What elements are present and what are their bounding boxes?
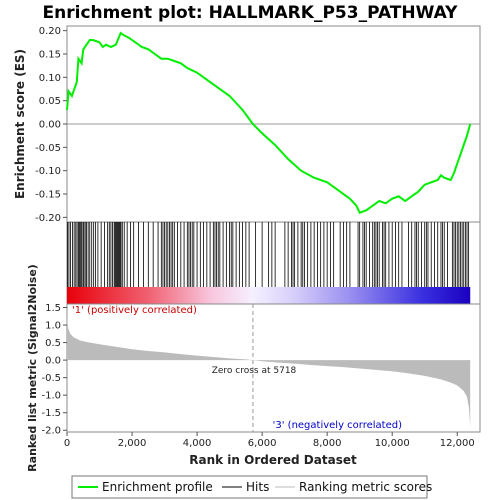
- es-y-tick-label: -0.15: [35, 190, 61, 201]
- ranking-color-bar: [67, 287, 471, 304]
- x-tick-label: 4,000: [183, 438, 212, 449]
- negative-annotation: '3' (negatively correlated): [273, 420, 402, 431]
- metric-y-tick-label: -2.0: [41, 426, 61, 437]
- legend-label-ranking-metric: Ranking metric scores: [299, 480, 432, 494]
- metric-y-tick-label: -1.0: [41, 391, 61, 402]
- es-y-tick-label: 0.15: [39, 50, 61, 61]
- metric-y-tick-label: 0.0: [45, 356, 61, 367]
- legend-label-enrichment-profile: Enrichment profile: [102, 480, 213, 494]
- es-y-tick-label: -0.20: [35, 213, 61, 224]
- metric-y-tick-label: -0.5: [41, 373, 61, 384]
- x-tick-label: 8,000: [313, 438, 342, 449]
- x-axis-ticks: 0 2,000 4,000 6,000 8,000 10,000 12,000: [64, 432, 475, 449]
- metric-y-tick-label: -1.5: [41, 408, 61, 419]
- es-y-tick-label: -0.05: [35, 143, 61, 154]
- x-tick-label: 10,000: [375, 438, 410, 449]
- hits-panel: [66, 221, 481, 305]
- metric-y-ticks: 1.5 1.0 0.5 0.0 -0.5 -1.0 -1.5 -2.0: [41, 303, 67, 437]
- x-tick-label: 6,000: [248, 438, 277, 449]
- x-tick-label: 12,000: [440, 438, 475, 449]
- metric-y-tick-label: 0.5: [45, 338, 61, 349]
- legend: Enrichment profile Hits Ranking metric s…: [71, 475, 432, 499]
- hit-marks: [67, 222, 470, 287]
- x-axis-label: Rank in Ordered Dataset: [189, 453, 357, 467]
- zero-cross-annotation: Zero cross at 5718: [212, 366, 297, 376]
- es-y-tick-label: 0.10: [39, 73, 61, 84]
- es-y-ticks: 0.20 0.15 0.10 0.05 0.00 -0.05 -0.10 -0.15 -0.20: [35, 26, 67, 224]
- x-tick-label: 0: [64, 438, 70, 449]
- legend-box: [71, 475, 428, 499]
- ranking-metric-area: [67, 306, 471, 427]
- positive-annotation: '1' (positively correlated): [72, 305, 197, 316]
- es-y-tick-label: 0.20: [39, 26, 61, 37]
- es-panel: 0.20 0.15 0.10 0.05 0.00 -0.05 -0.10 -0.15 -0.20…: [13, 25, 481, 224]
- es-y-tick-label: 0.05: [39, 96, 61, 107]
- metric-y-axis-label: Ranked list metric (Signal2Noise): [26, 264, 39, 472]
- es-y-tick-label: 0.00: [39, 120, 61, 131]
- es-y-tick-label: -0.10: [35, 166, 61, 177]
- metric-y-tick-label: 1.5: [45, 303, 61, 314]
- x-tick-label: 2,000: [118, 438, 147, 449]
- metric-y-tick-label: 1.0: [45, 321, 61, 332]
- es-y-axis-label: Enrichment score (ES): [13, 49, 27, 199]
- metric-panel: 1.5 1.0 0.5 0.0 -0.5 -1.0 -1.5 -2.0 '1' (positi…: [26, 264, 481, 472]
- chart-title: Enrichment plot: HALLMARK_P53_PATHWAY: [43, 3, 459, 23]
- legend-label-hits: Hits: [246, 480, 269, 494]
- enrichment-profile-line: [66, 31, 472, 214]
